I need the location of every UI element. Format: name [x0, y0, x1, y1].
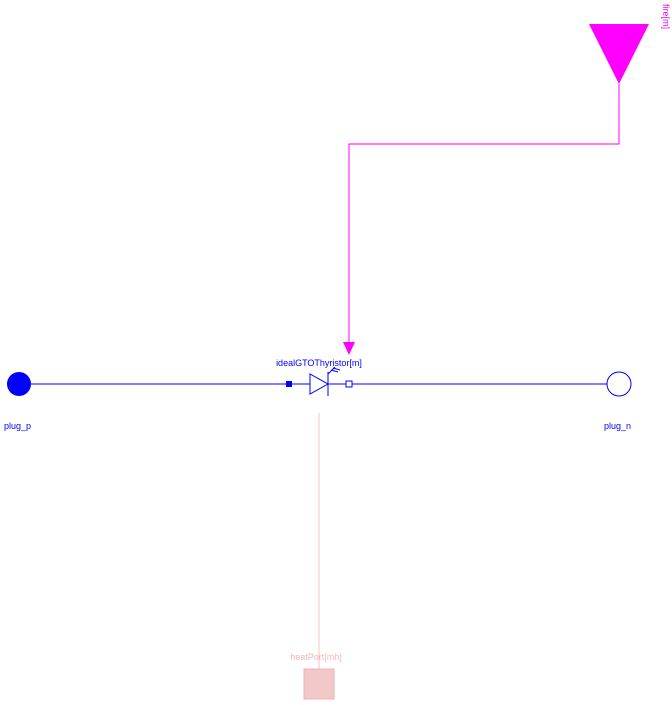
plug-n-label: plug_n — [604, 421, 631, 431]
fire-label: fire[m] — [661, 4, 671, 29]
fire-signal-wire — [348, 84, 620, 344]
heat-port-connector[interactable] — [303, 668, 335, 700]
plug-p-label: plug_p — [4, 421, 31, 431]
fire-input-connector[interactable] — [589, 24, 649, 84]
thyristor-gate-turnoff-mark-2 — [332, 367, 341, 371]
plug-p-connector[interactable] — [7, 372, 31, 396]
thyristor-pin-p[interactable] — [286, 381, 292, 387]
fire-signal-arrow-icon — [343, 342, 355, 355]
thyristor-gate-turnoff-mark — [330, 369, 339, 373]
heat-port-label: heatPort[mh] — [290, 652, 342, 662]
plug-n-connector[interactable] — [606, 371, 632, 397]
gto-thyristor-component[interactable]: idealGTOThyristor[m] — [276, 358, 362, 397]
thyristor-pin-n[interactable] — [345, 380, 353, 388]
thyristor-label: idealGTOThyristor[m] — [276, 358, 362, 368]
thyristor-diode-triangle-icon — [309, 373, 330, 395]
